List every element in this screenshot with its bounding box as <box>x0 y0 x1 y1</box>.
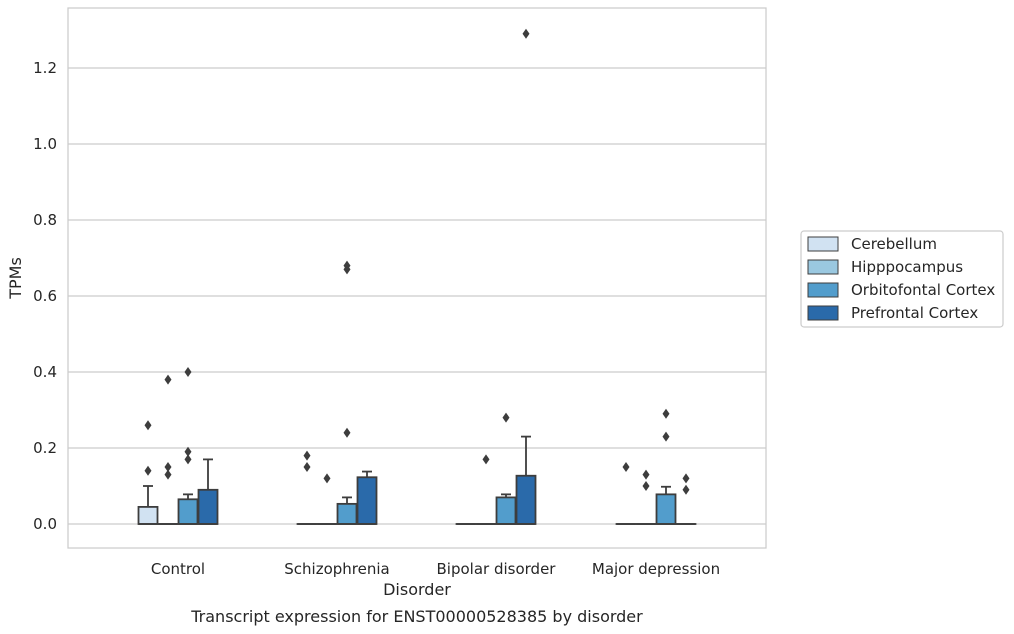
legend-frame <box>800 230 1004 328</box>
y-tick-label: 0.6 <box>33 287 57 305</box>
outlier-point <box>184 367 192 377</box>
outlier-point <box>482 454 490 465</box>
x-tick-label: Major depression <box>592 560 720 578</box>
box-body <box>495 496 517 525</box>
box-body <box>177 498 199 525</box>
box-orbitofontal-cortex-3 <box>655 408 677 525</box>
outlier-point <box>642 481 650 491</box>
outlier-point <box>164 462 172 472</box>
outlier-point <box>164 469 172 480</box>
box-hipppocampus-0 <box>157 374 179 525</box>
outlier-point <box>662 408 670 419</box>
chart-caption: Transcript expression for ENST0000052838… <box>190 607 643 626</box>
x-tick-label: Schizophrenia <box>284 560 389 578</box>
outlier-point <box>662 431 670 442</box>
box-orbitofontal-cortex-2 <box>495 412 517 525</box>
outlier-point <box>323 473 331 484</box>
plot-area-frame <box>67 7 767 549</box>
legend-swatch <box>807 259 839 275</box>
outlier-point <box>303 450 311 461</box>
y-tick-label: 0.0 <box>33 515 57 533</box>
box-body <box>137 505 159 525</box>
y-tick-label: 0.4 <box>33 363 57 381</box>
box-series <box>137 28 697 525</box>
outlier-point <box>502 412 510 423</box>
outlier-point <box>343 427 351 438</box>
legend: Cerebellum Hipppocampus Orbitofontal Corte… <box>800 230 1004 328</box>
gridlines <box>68 67 766 525</box>
box-body <box>336 502 358 525</box>
legend-swatch <box>807 305 839 321</box>
legend-entry-label: Prefrontal Cortex <box>851 304 978 322</box>
x-tick-label: Bipolar disorder <box>437 560 557 578</box>
outlier-point <box>144 465 152 476</box>
box-body <box>197 488 219 525</box>
box-prefrontal-cortex-3 <box>675 473 697 525</box>
y-axis-ticks: 0.0 0.2 0.4 0.6 0.8 1.0 1.2 <box>33 59 57 533</box>
y-tick-label: 1.2 <box>33 59 57 77</box>
box-prefrontal-cortex-1 <box>356 470 378 525</box>
box-cerebellum-3 <box>615 462 637 525</box>
outlier-point <box>622 462 630 472</box>
legend-entry-label: Orbitofontal Cortex <box>851 281 995 299</box>
x-axis-label: Disorder <box>383 580 451 599</box>
outlier-point <box>184 454 192 465</box>
x-axis-ticks: Control Schizophrenia Bipolar disorder Majo… <box>151 560 720 578</box>
box-hipppocampus-1 <box>316 473 338 525</box>
outlier-point <box>164 374 172 385</box>
box-hipppocampus-3 <box>635 469 657 525</box>
box-prefrontal-cortex-0 <box>197 458 219 525</box>
box-hipppocampus-2 <box>475 454 497 525</box>
box-cerebellum-1 <box>296 450 318 525</box>
box-orbitofontal-cortex-1 <box>336 260 358 525</box>
y-tick-label: 1.0 <box>33 135 57 153</box>
outlier-point <box>303 462 311 472</box>
box-body <box>655 493 677 525</box>
outlier-point <box>682 484 690 495</box>
box-body <box>515 474 537 525</box>
box-cerebellum-0 <box>137 420 159 525</box>
outlier-point <box>642 469 650 480</box>
x-tick-label: Control <box>151 560 205 578</box>
legend-entry-label: Cerebellum <box>851 235 937 253</box>
legend-swatch <box>807 282 839 298</box>
outlier-point <box>343 260 351 271</box>
box-prefrontal-cortex-2 <box>515 28 537 525</box>
outlier-point <box>144 420 152 431</box>
legend-entry-label: Hipppocampus <box>851 258 963 276</box>
outlier-point <box>522 28 530 39</box>
legend-swatch <box>807 236 839 252</box>
y-tick-label: 0.8 <box>33 211 57 229</box>
y-tick-label: 0.2 <box>33 439 57 457</box>
box-body <box>356 476 378 525</box>
y-axis-label: TPMs <box>6 257 25 300</box>
box-orbitofontal-cortex-0 <box>177 367 199 525</box>
outlier-point <box>184 446 192 457</box>
outlier-point <box>682 473 690 484</box>
